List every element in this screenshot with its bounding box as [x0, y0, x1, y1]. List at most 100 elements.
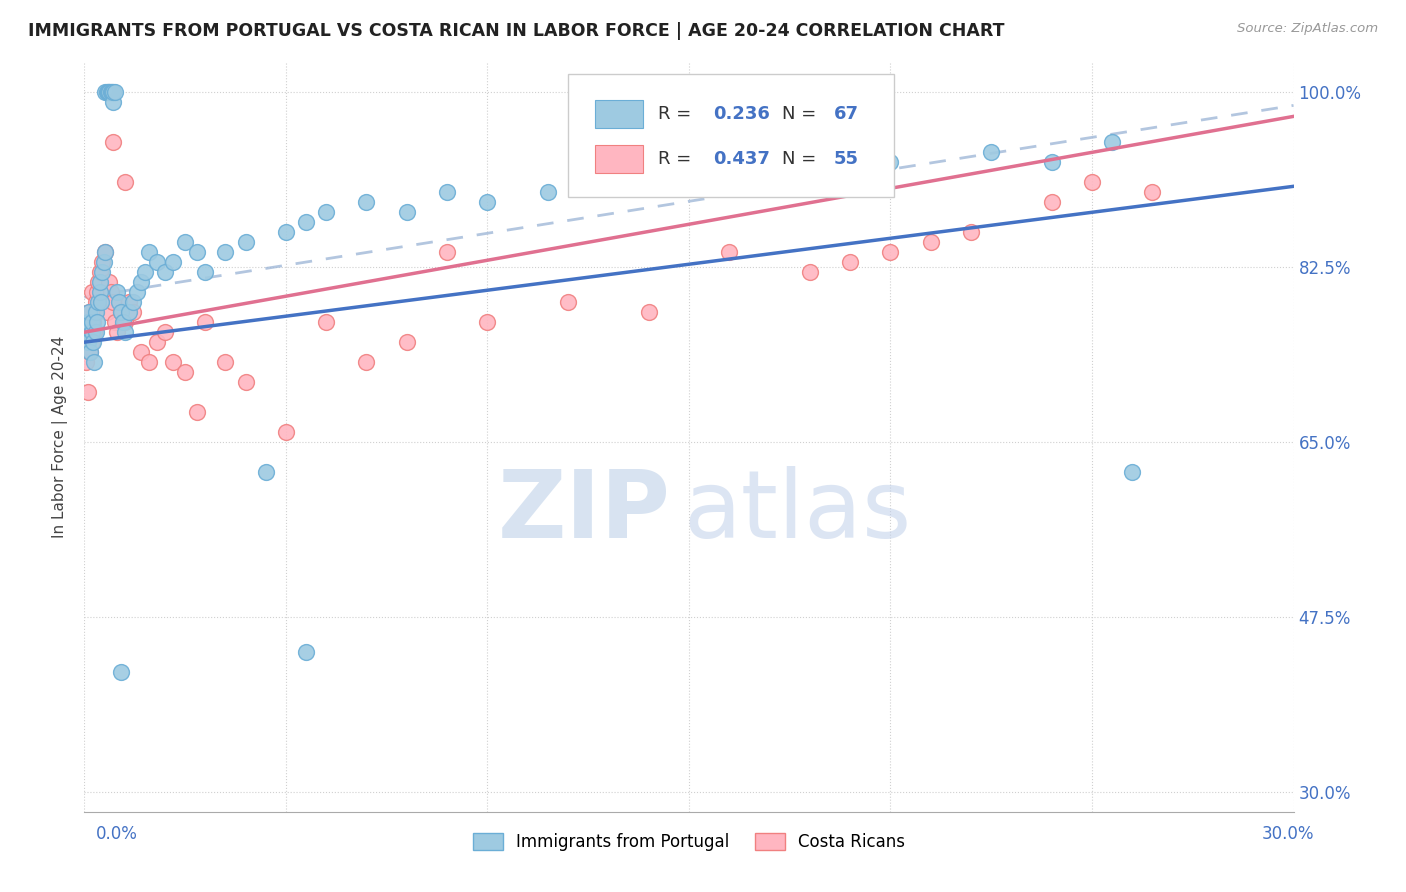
Point	[356, 195, 378, 210]
Point	[80, 325, 103, 339]
Point	[101, 295, 124, 310]
Point	[82, 335, 104, 350]
Point	[94, 86, 117, 100]
Point	[295, 215, 318, 229]
Text: 30.0%: 30.0%	[1263, 825, 1315, 843]
Point	[97, 86, 120, 100]
Point	[839, 255, 862, 269]
Point	[879, 155, 901, 169]
Point	[86, 285, 108, 300]
Text: 0.0%: 0.0%	[96, 825, 138, 843]
Point	[75, 325, 97, 339]
Point	[100, 86, 122, 100]
Point	[79, 345, 101, 359]
Point	[77, 305, 100, 319]
Point	[174, 235, 197, 250]
Point	[96, 86, 118, 100]
Point	[93, 245, 115, 260]
Point	[111, 315, 134, 329]
Text: N =: N =	[782, 105, 823, 123]
Point	[121, 305, 143, 319]
Point	[436, 245, 458, 260]
Point	[799, 265, 821, 279]
Point	[103, 86, 125, 100]
Point	[96, 305, 118, 319]
Point	[214, 245, 236, 260]
Point	[82, 315, 104, 329]
Point	[138, 245, 160, 260]
Point	[100, 86, 122, 100]
Text: 67: 67	[834, 105, 859, 123]
Point	[87, 295, 110, 310]
Point	[194, 265, 217, 279]
Point	[274, 225, 297, 239]
Point	[129, 345, 152, 359]
Point	[110, 305, 132, 319]
Point	[87, 275, 110, 289]
Point	[75, 355, 97, 369]
Point	[77, 335, 100, 350]
Point	[146, 255, 169, 269]
Point	[83, 325, 105, 339]
Point	[114, 175, 136, 189]
Point	[86, 315, 108, 329]
Point	[91, 265, 114, 279]
Point	[118, 305, 141, 319]
Point	[138, 355, 160, 369]
Point	[395, 205, 418, 219]
Point	[134, 265, 156, 279]
Point	[186, 245, 208, 260]
Point	[97, 86, 120, 100]
Point	[76, 315, 98, 329]
Point	[678, 165, 700, 179]
Point	[89, 285, 111, 300]
Text: R =: R =	[658, 150, 696, 168]
Point	[537, 186, 560, 200]
Point	[101, 136, 124, 150]
Text: 55: 55	[834, 150, 859, 168]
Legend: Immigrants from Portugal, Costa Ricans: Immigrants from Portugal, Costa Ricans	[467, 826, 911, 857]
Point	[107, 295, 129, 310]
Point	[86, 305, 108, 319]
Point	[121, 295, 143, 310]
Point	[395, 335, 418, 350]
Point	[477, 315, 499, 329]
Point	[101, 95, 124, 110]
Point	[235, 375, 257, 389]
Point	[186, 405, 208, 419]
Point	[153, 265, 176, 279]
Point	[114, 325, 136, 339]
Point	[477, 195, 499, 210]
Point	[436, 186, 458, 200]
Point	[91, 255, 114, 269]
Point	[104, 315, 127, 329]
Point	[1121, 465, 1143, 479]
Point	[77, 385, 100, 400]
Point	[104, 86, 127, 100]
Point	[146, 335, 169, 350]
Point	[90, 295, 112, 310]
Point	[153, 325, 176, 339]
Point	[110, 305, 132, 319]
Point	[194, 315, 217, 329]
Point	[960, 225, 983, 239]
Point	[97, 275, 120, 289]
Point	[82, 335, 104, 350]
Point	[174, 365, 197, 379]
Point	[1040, 195, 1063, 210]
Point	[84, 295, 107, 310]
Point	[274, 425, 297, 439]
Bar	[595, 100, 643, 128]
Point	[93, 245, 115, 260]
Point	[1081, 175, 1104, 189]
Point	[557, 295, 579, 310]
Point	[315, 205, 337, 219]
Point	[129, 275, 152, 289]
Point	[125, 285, 148, 300]
Text: IMMIGRANTS FROM PORTUGAL VS COSTA RICAN IN LABOR FORCE | AGE 20-24 CORRELATION C: IMMIGRANTS FROM PORTUGAL VS COSTA RICAN …	[28, 22, 1005, 40]
Point	[799, 155, 821, 169]
Point	[114, 315, 136, 329]
Point	[105, 325, 128, 339]
Text: R =: R =	[658, 105, 696, 123]
Point	[84, 325, 107, 339]
